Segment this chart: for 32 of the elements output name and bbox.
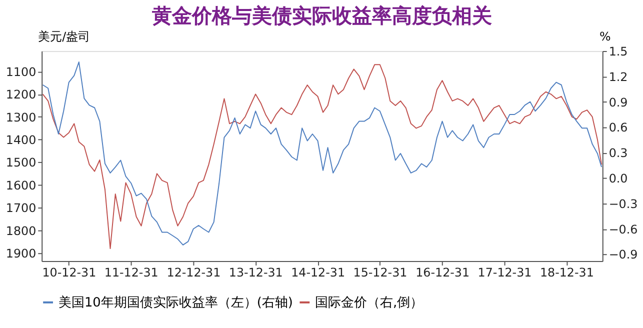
y2-tick-label: 0.3 (608, 146, 628, 160)
y2-tick-label: −0.6 (608, 222, 638, 236)
chart-title: 黄金价格与美债实际收益率高度负相关 (150, 4, 492, 28)
x-tick-label: 14-12-31 (291, 265, 346, 280)
x-tick-label: 18-12-31 (540, 265, 594, 280)
y-axis-title: 美元/盎司 (38, 30, 90, 44)
legend-label: 美国10年期国债实际收益率（左）(右轴) (58, 294, 293, 310)
y-tick-label: 1200 (6, 88, 36, 102)
x-tick-label: 15-12-31 (353, 265, 408, 280)
y-tick-label: 1400 (6, 133, 36, 148)
y-tick-label: 1900 (6, 246, 36, 261)
y-tick-label: 1500 (6, 156, 36, 170)
x-tick-label: 13-12-31 (228, 265, 283, 280)
y2-tick-label: 0.6 (608, 120, 628, 135)
x-tick-label: 10-12-31 (42, 265, 96, 280)
y2-tick-label: 0.9 (608, 95, 628, 110)
y-tick-label: 1800 (6, 224, 36, 238)
y2-tick-label: −0.3 (608, 196, 638, 211)
y-tick-label: 1100 (6, 64, 36, 79)
x-tick-label: 17-12-31 (478, 265, 532, 280)
y2-tick-label: 1.2 (608, 70, 628, 84)
y2-tick-label: 1.5 (608, 44, 628, 58)
y2-axis-title: % (600, 30, 611, 44)
x-tick-label: 16-12-31 (416, 265, 470, 280)
y-tick-label: 1600 (6, 178, 36, 192)
x-tick-label: 12-12-31 (166, 265, 221, 280)
y2-tick-label: 0.0 (608, 171, 628, 186)
x-tick-label: 11-12-31 (104, 265, 158, 280)
y2-tick-label: −0.9 (608, 248, 638, 262)
legend-label: 国际金价（右,倒） (315, 295, 424, 310)
y-tick-label: 1300 (6, 110, 36, 124)
y-tick-label: 1700 (6, 201, 36, 216)
